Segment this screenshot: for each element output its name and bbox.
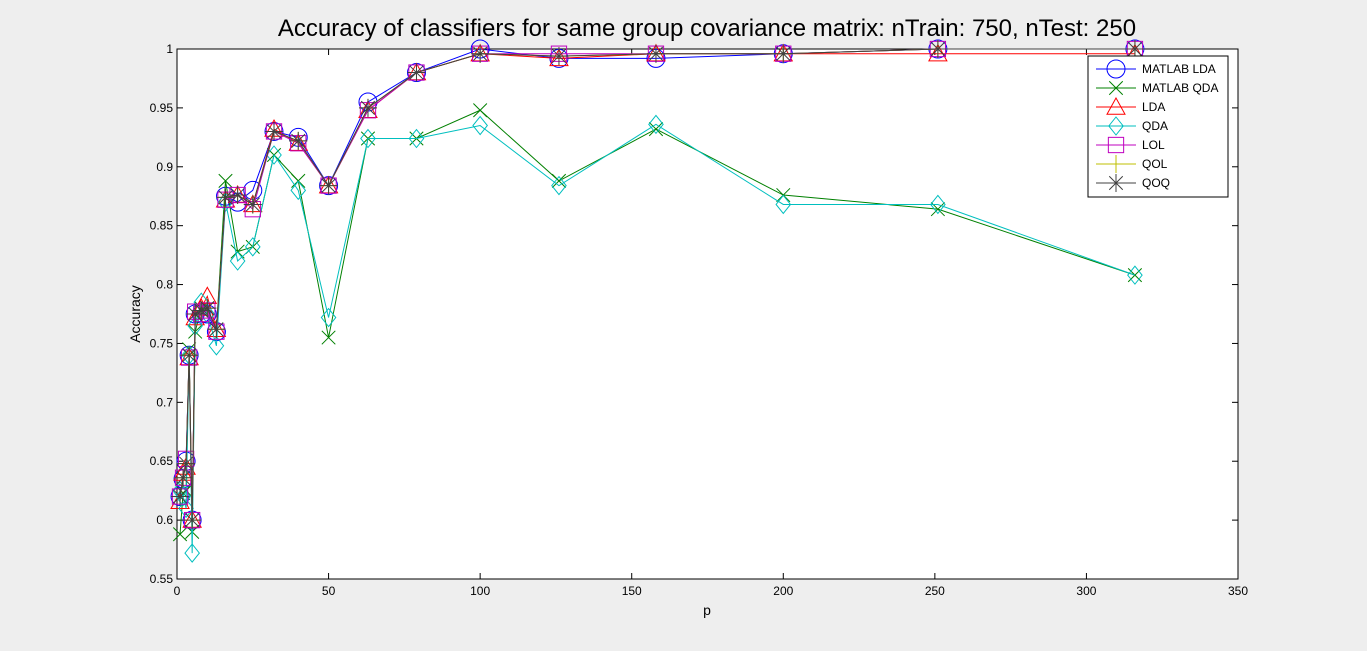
data-point xyxy=(177,454,196,473)
data-point xyxy=(171,487,190,506)
data-point xyxy=(207,320,226,339)
y-tick-label: 0.85 xyxy=(150,219,174,233)
data-point xyxy=(549,48,569,67)
x-tick-label: 0 xyxy=(174,584,181,598)
legend-marker xyxy=(1106,59,1126,79)
data-point xyxy=(358,98,377,117)
data-point xyxy=(244,237,261,257)
legend-marker xyxy=(1108,116,1124,136)
legend-entry: QOL xyxy=(1096,155,1168,173)
x-tick-label: 300 xyxy=(1076,584,1096,598)
legend-marker xyxy=(1107,174,1125,192)
legend-marker xyxy=(1108,80,1124,96)
data-point xyxy=(1127,268,1143,283)
y-tick-label: 0.9 xyxy=(156,160,173,174)
data-point xyxy=(174,468,193,487)
series-qda xyxy=(172,114,1143,563)
data-point xyxy=(208,335,225,356)
legend-entry: LOL xyxy=(1096,136,1165,154)
data-point xyxy=(319,176,338,195)
x-tick-label: 350 xyxy=(1228,584,1248,598)
data-point xyxy=(178,498,194,519)
legend-label: QOL xyxy=(1142,157,1168,171)
x-axis-label: p xyxy=(703,602,711,618)
plot-area xyxy=(176,48,1239,580)
data-point xyxy=(928,40,947,58)
series-layer xyxy=(170,39,1145,563)
data-point xyxy=(289,131,308,150)
data-point xyxy=(266,145,282,165)
legend-label: QOQ xyxy=(1142,176,1170,190)
y-tick-label: 0.8 xyxy=(156,278,173,292)
legend-entry: QDA xyxy=(1096,116,1168,136)
legend-marker xyxy=(1107,155,1125,173)
x-axis-ticks: 0 50 100 150 200 250 300 350 xyxy=(174,49,1248,598)
data-point xyxy=(646,44,665,63)
y-axis-ticks: 0.55 0.6 0.65 0.7 0.75 0.8 0.85 0.9 0.95 1 xyxy=(150,42,1238,586)
legend-label: LDA xyxy=(1142,100,1165,114)
data-point xyxy=(408,128,425,149)
data-point xyxy=(1127,265,1143,285)
data-point xyxy=(265,122,284,141)
data-point xyxy=(243,195,262,214)
data-point xyxy=(551,173,567,189)
data-point xyxy=(229,251,246,271)
data-point xyxy=(775,194,792,215)
legend-label: LOL xyxy=(1142,138,1165,152)
x-tick-label: 250 xyxy=(925,584,945,598)
legend-entry: MATLAB QDA xyxy=(1096,80,1218,96)
data-point xyxy=(172,527,188,542)
data-point xyxy=(407,63,426,82)
legend-entry: LDA xyxy=(1096,96,1165,115)
y-axis-label: Accuracy xyxy=(127,285,143,343)
legend-marker xyxy=(1106,96,1126,115)
data-point xyxy=(473,103,488,118)
data-point xyxy=(198,299,217,318)
y-tick-label: 0.55 xyxy=(150,572,174,586)
data-point xyxy=(290,180,307,201)
data-point xyxy=(184,543,200,563)
y-tick-label: 1 xyxy=(166,42,173,56)
legend-entry: MATLAB LDA xyxy=(1096,59,1216,79)
data-point xyxy=(180,346,199,365)
y-tick-label: 0.75 xyxy=(150,336,174,350)
y-tick-label: 0.6 xyxy=(156,513,173,527)
legend-marker xyxy=(1107,136,1125,154)
y-tick-label: 0.95 xyxy=(150,101,174,115)
data-point xyxy=(228,186,247,205)
legend-label: MATLAB LDA xyxy=(1142,62,1216,76)
data-point xyxy=(320,307,337,328)
data-point xyxy=(218,173,233,189)
data-point xyxy=(774,44,793,63)
y-tick-label: 0.65 xyxy=(150,454,174,468)
x-tick-label: 50 xyxy=(322,584,336,598)
data-point xyxy=(192,301,211,320)
series-qoq xyxy=(171,40,1144,530)
x-tick-label: 200 xyxy=(773,584,793,598)
data-point xyxy=(648,121,664,137)
y-tick-label: 0.7 xyxy=(156,395,173,409)
data-point xyxy=(183,511,202,530)
legend-entry: QOQ xyxy=(1096,174,1170,192)
data-point xyxy=(1125,40,1144,58)
chart-title: Accuracy of classifiers for same group c… xyxy=(278,15,1136,42)
data-point xyxy=(930,194,946,215)
data-point xyxy=(216,188,235,207)
data-point xyxy=(551,175,567,196)
legend: MATLAB LDA MATLAB QDA LDA QDA LOL QOL QOQ xyxy=(1087,55,1229,198)
data-point xyxy=(648,114,664,135)
data-point xyxy=(360,128,376,149)
data-point xyxy=(186,305,205,323)
data-point xyxy=(321,330,336,345)
legend-label: QDA xyxy=(1142,119,1168,133)
data-point xyxy=(472,115,488,136)
x-tick-label: 100 xyxy=(470,584,490,598)
data-point xyxy=(549,47,568,66)
data-point xyxy=(471,44,490,63)
legend-label: MATLAB QDA xyxy=(1142,81,1218,95)
x-tick-label: 150 xyxy=(622,584,642,598)
